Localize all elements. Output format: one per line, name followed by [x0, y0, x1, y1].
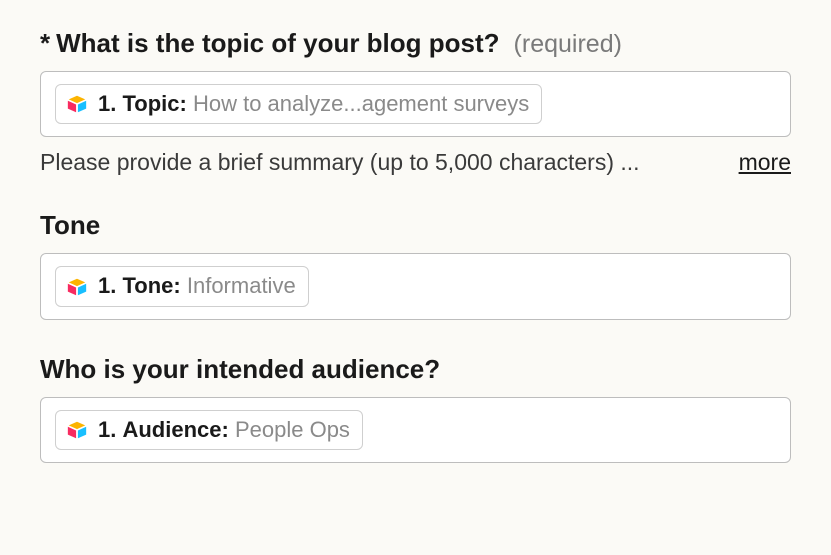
chip-value: Informative [187, 273, 296, 298]
chip-prefix: 1. [98, 273, 116, 298]
topic-helper-text: Please provide a brief summary (up to 5,… [40, 149, 715, 176]
chip-value: People Ops [235, 417, 350, 442]
tone-chip[interactable]: 1. Tone: Informative [55, 266, 309, 306]
field-topic-label-row: * What is the topic of your blog post? (… [40, 28, 791, 59]
chip-key: Topic: [122, 91, 186, 116]
chip-text: 1. Tone: Informative [98, 273, 296, 299]
topic-more-link[interactable]: more [739, 149, 791, 176]
chip-text: 1. Audience: People Ops [98, 417, 350, 443]
field-tone-label-row: Tone [40, 210, 791, 241]
field-audience-label-row: Who is your intended audience? [40, 354, 791, 385]
topic-chip[interactable]: 1. Topic: How to analyze...agement surve… [55, 84, 542, 124]
field-topic: * What is the topic of your blog post? (… [40, 28, 791, 176]
field-audience: Who is your intended audience? 1. Audien… [40, 354, 791, 463]
chip-value: How to analyze...agement surveys [193, 91, 529, 116]
blog-post-form: * What is the topic of your blog post? (… [0, 0, 831, 463]
field-tone-label: Tone [40, 210, 100, 241]
chip-key: Tone: [122, 273, 180, 298]
field-topic-label: What is the topic of your blog post? [56, 28, 499, 59]
chip-text: 1. Topic: How to analyze...agement surve… [98, 91, 529, 117]
airtable-icon [66, 419, 88, 441]
field-topic-required: (required) [514, 30, 622, 59]
topic-input[interactable]: 1. Topic: How to analyze...agement surve… [40, 71, 791, 137]
airtable-icon [66, 93, 88, 115]
tone-input[interactable]: 1. Tone: Informative [40, 253, 791, 319]
field-tone: Tone 1. Tone: Informative [40, 210, 791, 319]
chip-key: Audience: [122, 417, 228, 442]
chip-prefix: 1. [98, 417, 116, 442]
audience-input[interactable]: 1. Audience: People Ops [40, 397, 791, 463]
airtable-icon [66, 276, 88, 298]
chip-prefix: 1. [98, 91, 116, 116]
field-audience-label: Who is your intended audience? [40, 354, 440, 385]
audience-chip[interactable]: 1. Audience: People Ops [55, 410, 363, 450]
required-marker: * [40, 28, 50, 59]
topic-helper-row: Please provide a brief summary (up to 5,… [40, 149, 791, 176]
